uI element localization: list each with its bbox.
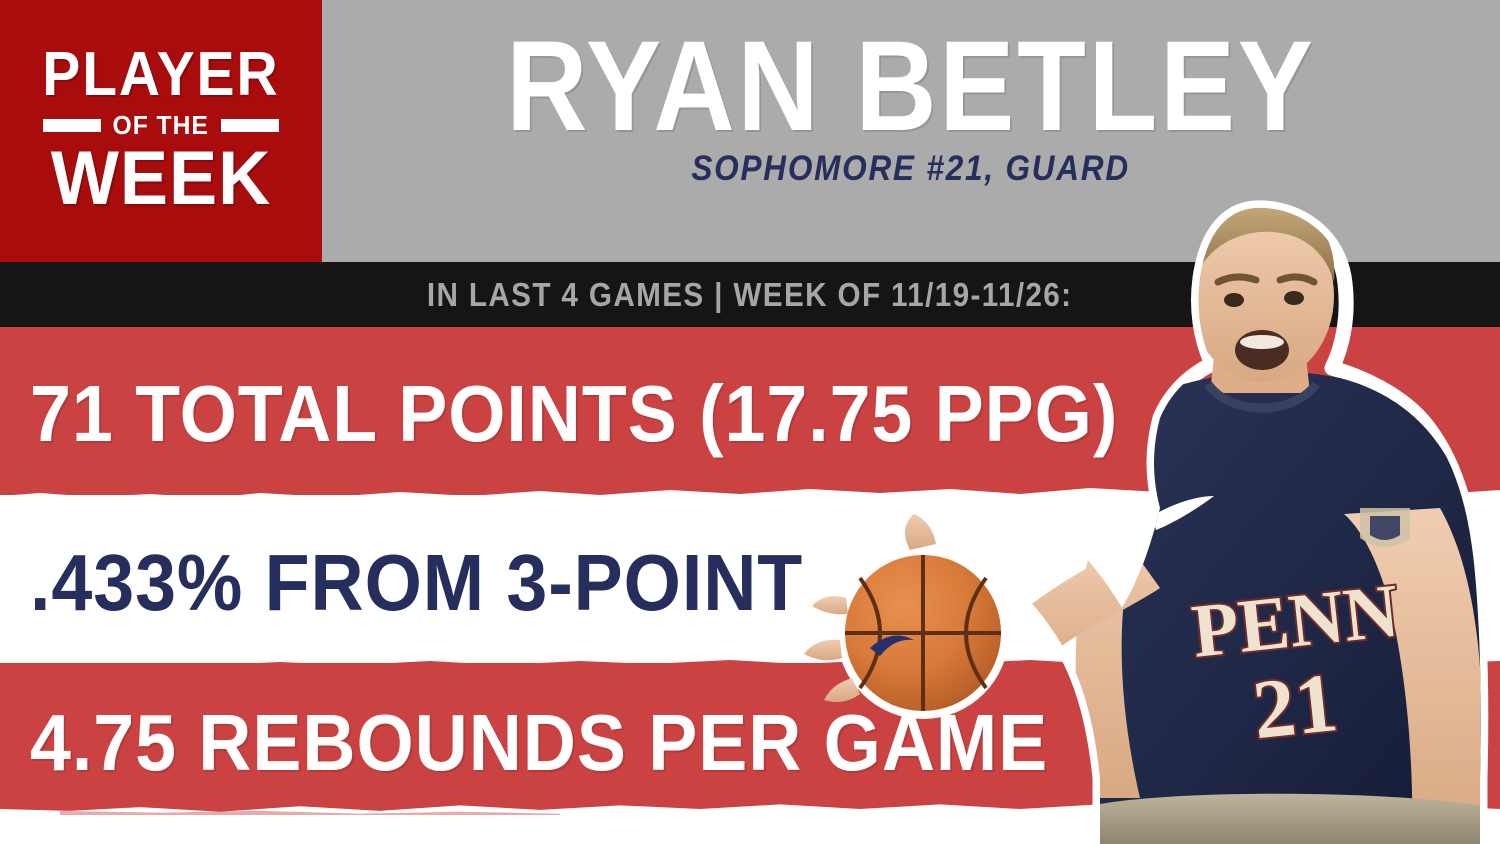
timeframe-text: IN LAST 4 GAMES | WEEK OF 11/19-11/26: xyxy=(427,275,1073,313)
badge-middle-row: OF THE xyxy=(43,110,279,141)
timeframe-band: IN LAST 4 GAMES | WEEK OF 11/19-11/26: xyxy=(0,262,1500,327)
stat-line-2: .433% FROM 3-POINT xyxy=(30,538,804,627)
bottom-white-strip xyxy=(0,815,1500,844)
player-of-the-week-badge: PLAYER OF THE WEEK xyxy=(0,0,322,262)
stat-line-3: 4.75 REBOUNDS PER GAME xyxy=(30,698,1049,787)
badge-rule-left-icon xyxy=(43,119,102,133)
badge-line-player: PLAYER xyxy=(42,40,280,110)
badge-rule-right-icon xyxy=(220,119,279,133)
badge-line-week: WEEK xyxy=(50,136,272,222)
badge-line-of-the: OF THE xyxy=(112,110,210,141)
stat-line-1: 71 TOTAL POINTS (17.75 PPG) xyxy=(30,369,1119,458)
